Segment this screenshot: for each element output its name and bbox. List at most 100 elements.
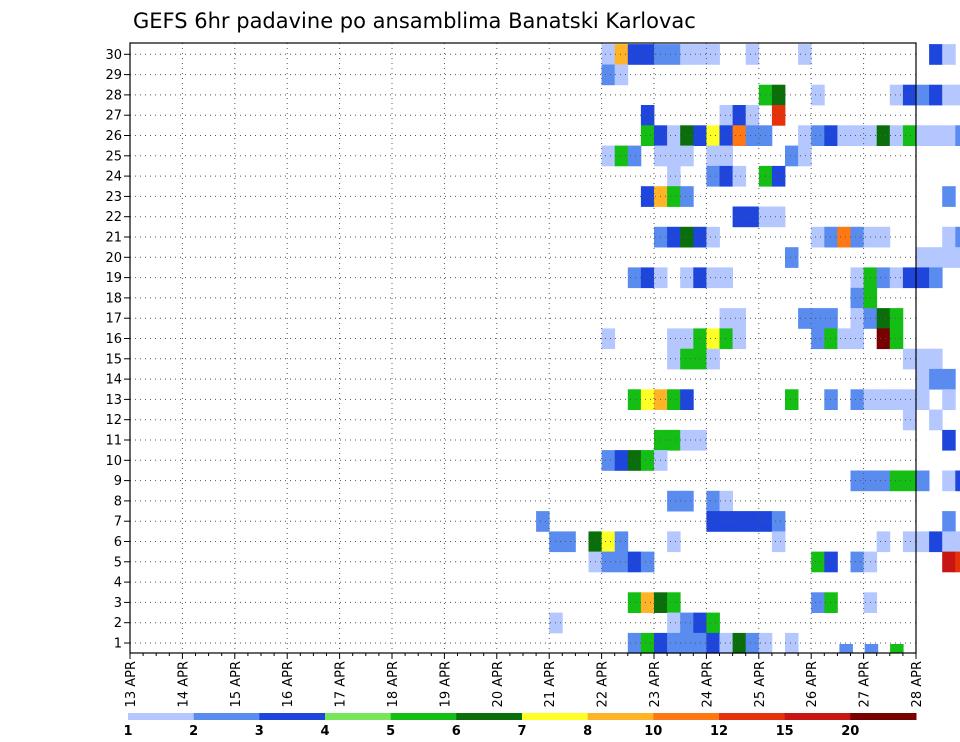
x-tick-label: 18 APR	[386, 661, 401, 707]
y-tick-label: 6	[114, 535, 122, 550]
heatmap-cell	[771, 165, 786, 187]
plot-frame	[129, 42, 917, 654]
heatmap-cell	[876, 226, 891, 248]
y-tick-label: 30	[105, 48, 122, 63]
heatmap-cell	[785, 389, 799, 410]
heatmap-cell	[640, 44, 655, 65]
heatmap-cell	[706, 44, 720, 65]
heatmap-cell	[771, 206, 786, 228]
heatmap-cell	[955, 125, 960, 146]
heatmap-cell	[916, 531, 930, 553]
heatmap-cell	[929, 368, 943, 390]
heatmap-cell	[680, 226, 694, 248]
heatmap-cell	[798, 125, 812, 146]
heatmap-cell	[850, 328, 864, 350]
heatmap-cell	[640, 267, 655, 289]
heatmap-cell	[732, 308, 747, 329]
heatmap-cell	[614, 44, 629, 65]
heatmap-cell	[719, 328, 733, 350]
heatmap-cell	[680, 145, 694, 167]
heatmap-cell	[680, 125, 694, 146]
heatmap-cell	[942, 368, 956, 390]
heatmap-cell	[667, 44, 681, 65]
y-tick-label: 14	[105, 373, 122, 388]
heatmap-cell	[942, 531, 956, 553]
y-tick-label: 11	[105, 434, 122, 449]
heatmap-cell	[916, 267, 930, 289]
heatmap-cell	[811, 308, 825, 329]
y-tick-label: 4	[114, 576, 122, 591]
heatmap-cell	[785, 632, 799, 654]
heatmap-cell	[929, 409, 943, 431]
colorbar-swatch	[259, 713, 326, 720]
heatmap-cell	[889, 125, 904, 146]
heatmap-cell	[916, 84, 930, 106]
heatmap-cell	[929, 44, 943, 65]
heatmap-cell	[719, 125, 733, 146]
heatmap-cell	[902, 470, 917, 492]
heatmap-cell	[902, 84, 917, 106]
y-tick-label: 22	[105, 210, 122, 225]
heatmap-cell	[706, 267, 720, 289]
heatmap-cell	[902, 267, 917, 289]
heatmap-cell	[902, 125, 917, 146]
heatmap-cell	[876, 531, 891, 553]
x-tick-label: 25 APR	[753, 661, 768, 707]
heatmap-cell	[680, 389, 694, 410]
y-tick-label: 10	[105, 454, 122, 469]
heatmap-cell	[667, 125, 681, 146]
heatmap-cell	[889, 389, 904, 410]
heatmap-cell	[929, 84, 943, 106]
heatmap-cell	[601, 145, 616, 167]
y-tick-label: 15	[105, 352, 122, 367]
heatmap-cell	[680, 44, 694, 65]
heatmap-cell	[850, 551, 864, 573]
heatmap-cell	[667, 632, 681, 654]
heatmap-cell	[850, 308, 864, 329]
heatmap-cell	[745, 105, 760, 126]
y-tick-label: 26	[105, 129, 122, 144]
heatmap-cell	[902, 389, 917, 410]
y-tick-label: 21	[105, 231, 122, 246]
heatmap-cell	[916, 125, 930, 146]
heatmap-cell	[667, 429, 681, 451]
x-tick-label: 15 APR	[229, 661, 244, 707]
heatmap-cell	[916, 247, 930, 268]
heatmap-cell	[811, 551, 825, 573]
heatmap-cell	[798, 145, 812, 167]
heatmap-cell	[667, 531, 681, 553]
y-tick-label: 28	[105, 88, 122, 103]
heatmap-cell	[680, 632, 694, 654]
heatmap-cell	[627, 592, 642, 613]
heatmap-cell	[706, 165, 720, 187]
heatmap-cell	[942, 247, 956, 268]
heatmap-cell	[706, 511, 720, 532]
x-tick-label: 19 APR	[438, 661, 453, 707]
heatmap-cell	[837, 125, 851, 146]
heatmap-cell	[942, 511, 956, 532]
colorbar-swatch	[587, 713, 654, 720]
heatmap-cell	[811, 328, 825, 350]
heatmap-cell	[719, 308, 733, 329]
heatmap-cell	[916, 389, 930, 410]
heatmap-cell	[562, 531, 576, 553]
colorbar: 1 2 3 4 5 6 7 8 10 12 15 20	[123, 713, 917, 739]
heatmap-cell	[745, 511, 760, 532]
colorbar-swatch	[390, 713, 457, 720]
x-tick-label: 14 APR	[176, 661, 191, 707]
heatmap-cell	[942, 226, 956, 248]
heatmap-cell	[929, 348, 943, 370]
heatmap-cell	[706, 226, 720, 248]
heatmap-cell	[811, 125, 825, 146]
heatmap-cell	[601, 450, 616, 471]
y-tick-label: 5	[114, 555, 122, 570]
heatmap-cell	[824, 551, 838, 573]
heatmap-cell	[745, 125, 760, 146]
y-tick-label: 9	[114, 474, 122, 489]
heatmap-cell	[732, 632, 747, 654]
heatmap-cell	[876, 389, 891, 410]
heatmap-cell	[824, 328, 838, 350]
heatmap-cell	[627, 267, 642, 289]
heatmap-cell	[627, 44, 642, 65]
heatmap-cell	[680, 429, 694, 451]
